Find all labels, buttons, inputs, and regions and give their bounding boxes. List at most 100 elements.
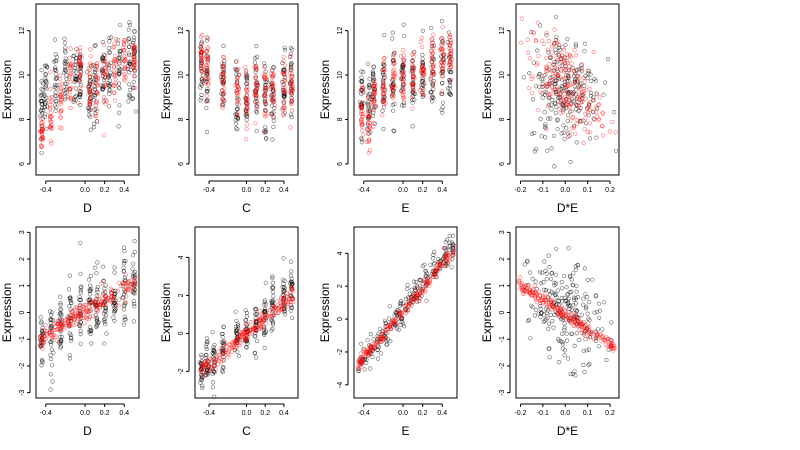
point-s0-279 (449, 70, 454, 75)
point-s1-229 (282, 78, 287, 84)
point-s0-51 (365, 61, 371, 66)
point-s0-0 (405, 283, 410, 288)
point-s1-43 (544, 127, 549, 132)
point-s1-144 (398, 54, 404, 59)
point-s1-111 (552, 65, 558, 70)
point-s1-143 (558, 100, 563, 105)
x-tick-label: 0.0 (560, 187, 570, 194)
point-s0-105 (391, 128, 396, 133)
point-s1-198 (49, 326, 54, 331)
point-s0-189 (91, 124, 97, 130)
point-s0-246 (122, 275, 128, 280)
point-s1-157 (390, 319, 395, 324)
point-s0-175 (561, 123, 566, 128)
point-s1-193 (525, 50, 531, 55)
point-s1-162 (555, 84, 560, 89)
point-s0-171 (556, 337, 561, 342)
point-s0-116 (390, 36, 395, 41)
point-s0-103 (565, 36, 570, 42)
point-s1-30 (123, 280, 128, 286)
point-s1-166 (581, 75, 586, 80)
x-tick-label: 0.2 (100, 187, 110, 194)
point-s0-107 (391, 108, 396, 113)
point-s0-249 (108, 60, 113, 66)
point-s1-66 (57, 82, 62, 87)
point-s1-8 (82, 315, 87, 320)
point-s1-199 (99, 299, 104, 304)
point-s0-172 (254, 306, 259, 312)
point-s0-243 (106, 104, 112, 109)
point-s0-49 (48, 317, 53, 323)
point-s1-206 (576, 320, 581, 325)
point-s1-100 (447, 257, 453, 263)
point-s1-189 (549, 297, 554, 302)
point-s1-52 (587, 330, 592, 335)
point-s0-175 (95, 289, 100, 295)
point-s0-65 (53, 52, 58, 57)
point-s0-140 (543, 306, 549, 311)
point-s0-179 (571, 271, 576, 276)
point-s1-205 (270, 75, 275, 80)
point-s1-196 (68, 322, 73, 327)
point-s0-175 (609, 320, 614, 325)
point-s0-117 (565, 356, 571, 361)
point-s0-23 (526, 317, 532, 323)
point-s1-177 (94, 101, 99, 106)
point-s0-98 (235, 107, 240, 112)
point-s0-161 (88, 114, 93, 119)
point-s0-107 (590, 277, 595, 282)
point-s1-64 (220, 105, 225, 110)
point-s1-255 (439, 55, 444, 60)
point-s1-189 (123, 272, 128, 277)
point-s1-172 (103, 293, 108, 299)
point-s1-133 (392, 322, 397, 327)
point-s0-104 (537, 270, 543, 275)
point-s0-194 (591, 116, 596, 121)
point-s1-42 (43, 337, 48, 342)
point-s0-92 (559, 131, 564, 136)
point-s1-38 (206, 36, 211, 41)
point-s0-101 (63, 50, 68, 55)
point-s1-96 (549, 50, 554, 55)
point-s1-14 (199, 76, 204, 81)
point-s1-59 (219, 61, 224, 66)
point-s0-150 (401, 100, 406, 105)
point-s0-113 (528, 336, 533, 341)
point-s1-94 (68, 71, 74, 76)
point-s1-100 (554, 87, 560, 92)
point-s1-110 (544, 55, 549, 60)
point-s1-203 (273, 311, 278, 316)
point-s0-50 (205, 35, 210, 40)
point-s1-92 (557, 64, 562, 69)
point-s1-195 (581, 91, 586, 97)
point-s1-145 (82, 321, 87, 326)
point-s0-198 (537, 72, 542, 77)
y-tick-label: 8 (19, 117, 26, 121)
point-s0-105 (594, 310, 600, 315)
point-s1-179 (410, 74, 416, 80)
y-tick-label: -2 (19, 363, 26, 369)
point-s1-69 (371, 85, 376, 90)
point-s1-187 (571, 323, 577, 328)
point-s1-175 (366, 352, 372, 357)
point-s0-120 (73, 74, 78, 79)
point-s0-257 (121, 322, 127, 327)
point-s0-100 (63, 68, 68, 74)
point-s1-204 (97, 305, 102, 310)
point-s0-92 (68, 298, 73, 303)
point-s1-228 (430, 94, 435, 99)
point-s0-77 (370, 69, 375, 74)
point-s0-4 (536, 311, 541, 316)
point-s1-183 (102, 53, 108, 58)
point-s0-237 (109, 35, 114, 40)
point-s1-91 (235, 98, 240, 103)
point-s0-155 (87, 289, 92, 294)
point-s0-64 (560, 331, 565, 337)
point-s0-157 (263, 69, 268, 74)
point-s1-203 (271, 99, 277, 104)
point-s0-18 (550, 97, 555, 103)
point-s0-32 (585, 75, 590, 81)
point-s0-65 (58, 294, 63, 299)
point-s1-217 (113, 81, 118, 86)
point-s1-224 (431, 72, 436, 77)
